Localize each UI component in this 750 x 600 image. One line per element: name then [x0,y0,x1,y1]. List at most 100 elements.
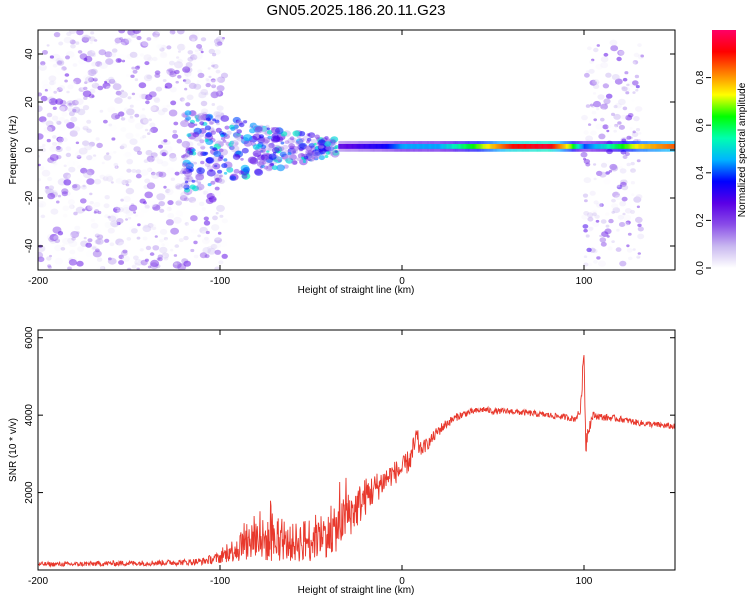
spectrogram-blob [611,211,615,214]
spectrogram-blob [152,31,160,38]
spectrogram-blob [204,236,209,241]
spectrogram-trace [434,144,437,149]
spectrogram-blob [610,165,619,172]
spectrogram-blob [72,160,79,166]
spectrogram-blob [110,213,119,220]
spectrogram-blob [153,97,161,103]
spectrogram-blob [215,77,221,82]
spectrogram-blob [188,82,197,89]
spectrogram-blob [236,134,246,142]
spectrogram-blob [82,184,86,188]
spectrogram-trace [360,144,362,149]
spectrogram-blob [163,237,168,241]
spectrogram-blob [206,246,213,251]
spectrogram-blob [288,143,295,149]
spectrogram-trace [425,144,428,149]
spectrogram-blob [613,105,618,109]
spectrogram-blob [55,145,61,150]
spectrogram-blob [169,30,176,35]
spectrogram-blob [130,256,139,264]
spectrogram-blob [132,86,140,92]
spectrogram-blob [224,125,230,130]
spectrogram-blob [161,152,167,157]
spectrogram-blob [633,190,638,194]
y-tick-label: 4000 [24,404,35,427]
spectrogram-blob [298,140,303,144]
spectrogram-blob [212,163,221,170]
spectrogram-blob [161,161,169,167]
spectrogram-blob [196,167,205,175]
spectrogram-blob [600,56,609,63]
spectrogram-blob [61,191,68,197]
spectrogram-blob [66,160,75,167]
spectrogram-blob [220,134,224,138]
spectrogram-blob [220,72,229,79]
spectrogram-blob [172,261,182,269]
spectrogram-blob [119,37,123,41]
spectrogram-blob [173,121,179,126]
spectrogram-blob [66,100,75,107]
spectrogram-blob [181,154,188,160]
spectrogram-trace [462,144,465,149]
spectrogram-blob [50,80,57,85]
spectrogram-blob [85,250,94,257]
spectrogram-trace [605,144,608,149]
spectrogram-blob [630,161,635,166]
spectrogram-blob [108,257,112,261]
spectrogram-blob [176,138,183,144]
spectrogram-blob [166,68,176,76]
spectrogram-blob [313,156,319,161]
spectrogram-blob [214,249,222,255]
spectrogram-trace [401,144,404,149]
spectrogram-trace [395,144,397,149]
spectrogram-blob [66,90,70,94]
spectrogram-blob [152,204,161,211]
spectrogram-trace [355,144,358,149]
spectrogram-blob [77,108,86,116]
spectrogram-trace [653,144,656,149]
spectrogram-blob [118,30,126,34]
spectrogram-blob [108,76,115,82]
spectrogram-blob [625,114,633,121]
spectrogram-blob [132,30,142,34]
spectrogram-blob [65,51,75,58]
spectrogram-blob [262,139,269,145]
spectrogram-blob [197,142,202,146]
spectrogram-blob [229,175,237,181]
spectrogram-blob [126,73,131,78]
spectrogram-trace [431,144,433,149]
spectrogram-blob [147,265,152,269]
spectrogram-blob [200,145,206,150]
spectrogram-blob [173,261,182,268]
spectrogram-blob [87,50,96,57]
spectrogram-blob [215,36,225,43]
spectrogram-blob [118,260,125,265]
spectrogram-blob [146,182,156,190]
spectrogram-trace [491,144,493,149]
spectrogram-blob [271,165,278,171]
spectrogram-blob [107,151,114,157]
spectrogram-blob [592,249,598,254]
spectrogram-blob [51,144,57,149]
spectrogram-blob [324,155,329,158]
spectrogram-blob [149,262,159,270]
spectrogram-blob [632,80,639,86]
spectrogram-blob [114,37,122,44]
spectrogram-blob [221,253,228,259]
x-tick-label: 100 [576,576,593,587]
spectrogram-blob [159,52,168,59]
spectrogram-blob [632,130,636,134]
spectrogram-blob [56,120,62,125]
spectrogram-blob [75,141,80,145]
spectrogram-blob [234,142,239,146]
spectrogram-trace [655,144,657,149]
y-tick-label: 6000 [24,326,35,349]
spectrogram-blob [174,183,184,191]
spectrogram-blob [163,238,173,246]
spectrogram-blob [611,240,615,244]
spectrogram-blob [635,85,640,89]
spectrogram-blob [605,93,613,99]
spectrogram-blob [205,117,211,122]
spectrogram-blob [190,200,200,208]
spectrogram-blob [145,149,153,156]
